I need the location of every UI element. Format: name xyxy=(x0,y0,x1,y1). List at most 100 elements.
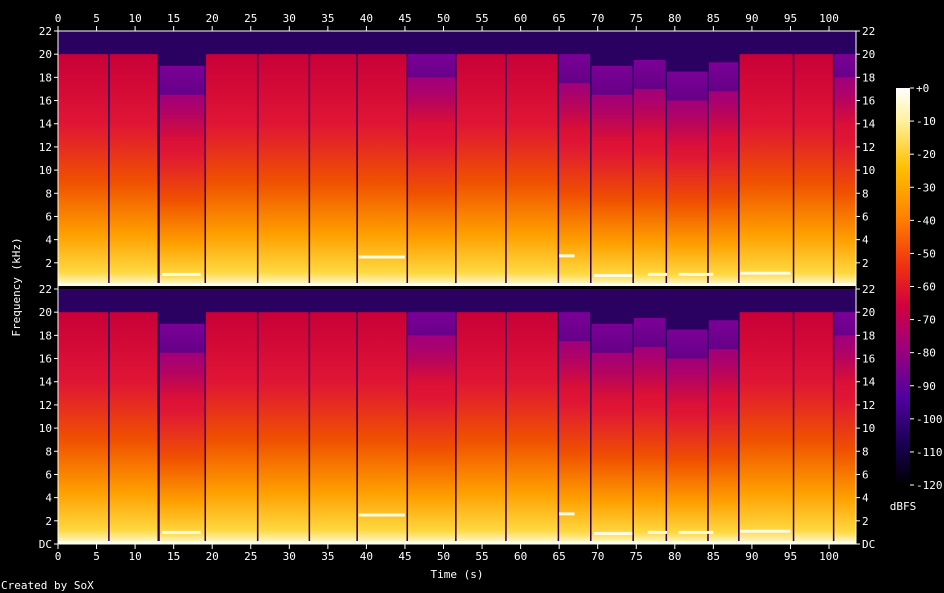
rolloff-region xyxy=(559,54,590,130)
colorbar-tick-label: -20 xyxy=(916,148,936,161)
y-tick-label: 8 xyxy=(45,445,52,458)
x-tick-label: 50 xyxy=(437,12,450,25)
y-tick-label: 22 xyxy=(862,283,875,296)
colorbar-tick-label: -50 xyxy=(916,247,936,260)
y-axis-label: Frequency (kHz) xyxy=(10,237,23,336)
rolloff-region xyxy=(667,329,708,405)
x-tick-label: 60 xyxy=(514,12,527,25)
tonal-band xyxy=(559,512,575,516)
tonal-band xyxy=(593,274,633,278)
y-tick-label: 12 xyxy=(862,399,875,412)
x-tick-label: 15 xyxy=(167,550,180,563)
x-tick-label: 80 xyxy=(668,12,681,25)
spectrum-segment xyxy=(794,312,833,544)
x-tick-label: 0 xyxy=(55,550,62,563)
y-tick-label: 18 xyxy=(39,329,52,342)
y-tick-label: 10 xyxy=(862,422,875,435)
y-tick-label: 2 xyxy=(862,515,869,528)
y-tick-label: 10 xyxy=(39,422,52,435)
rolloff-region xyxy=(708,320,739,396)
y-tick-label: 2 xyxy=(45,257,52,270)
x-tick-label: 60 xyxy=(514,550,527,563)
dc-band xyxy=(58,541,856,544)
x-tick-label: 0 xyxy=(55,12,62,25)
y-tick-label: DC xyxy=(39,538,52,551)
tonal-band xyxy=(647,272,668,276)
spectrum-segment xyxy=(109,54,158,286)
colorbar-tick-label: -10 xyxy=(916,115,936,128)
x-tick-label: 85 xyxy=(707,550,720,563)
tonal-band xyxy=(559,254,575,258)
x-tick-label: 95 xyxy=(784,12,797,25)
tonal-band xyxy=(647,530,668,534)
spectrum-segment xyxy=(456,312,506,544)
tonal-band xyxy=(593,532,633,536)
colorbar-tick-label: -90 xyxy=(916,380,936,393)
y-tick-label: 2 xyxy=(862,257,869,270)
x-tick-label: 65 xyxy=(553,550,566,563)
x-tick-label: 40 xyxy=(360,12,373,25)
x-tick-label: 75 xyxy=(630,12,643,25)
colorbar-tick-label: -70 xyxy=(916,314,936,327)
y-tick-label: 14 xyxy=(39,118,53,131)
spectrum-segment xyxy=(109,312,158,544)
y-tick-label: 6 xyxy=(45,210,52,223)
y-tick-label: 6 xyxy=(862,468,869,481)
spectrum-segment xyxy=(739,312,793,544)
y-tick-label: 10 xyxy=(39,164,52,177)
y-tick-label: 12 xyxy=(862,141,875,154)
colorbar-tick-label: -110 xyxy=(916,446,943,459)
spectrum-segment xyxy=(357,54,407,286)
x-tick-label: 100 xyxy=(819,12,839,25)
rolloff-region xyxy=(667,71,708,147)
x-tick-label: 10 xyxy=(128,550,141,563)
spectrum-segment xyxy=(794,54,833,286)
spectrum-segment xyxy=(506,312,558,544)
spectrum-segment xyxy=(206,312,257,544)
y-tick-label: 6 xyxy=(862,210,869,223)
y-tick-label: 20 xyxy=(39,48,52,61)
x-tick-label: 55 xyxy=(475,12,488,25)
y-tick-label: 4 xyxy=(862,234,869,247)
tonal-band xyxy=(678,530,714,534)
x-tick-label: 35 xyxy=(321,12,334,25)
rolloff-region xyxy=(559,312,590,388)
x-tick-label: 25 xyxy=(244,550,257,563)
y-tick-label: 16 xyxy=(862,353,875,366)
spectrum-segment xyxy=(456,54,506,286)
y-tick-label: 2 xyxy=(45,515,52,528)
spectrum-segment xyxy=(310,54,357,286)
y-tick-label: 4 xyxy=(45,492,52,505)
y-tick-label: 20 xyxy=(39,306,52,319)
y-tick-label: 14 xyxy=(862,118,876,131)
dc-band xyxy=(58,283,856,286)
tonal-band xyxy=(358,513,405,517)
y-tick-label: 18 xyxy=(862,71,875,84)
y-tick-label: 18 xyxy=(862,329,875,342)
y-tick-label: 4 xyxy=(862,492,869,505)
spectrum-segment xyxy=(58,312,109,544)
y-tick-label: 20 xyxy=(862,48,875,61)
x-tick-label: 10 xyxy=(128,12,141,25)
x-tick-label: 30 xyxy=(283,12,296,25)
colorbar-tick-label: +0 xyxy=(916,82,929,95)
y-tick-label: 18 xyxy=(39,71,52,84)
rolloff-region xyxy=(834,54,856,124)
tonal-band xyxy=(740,271,791,275)
y-tick-label: 16 xyxy=(862,95,875,108)
colorbar-label: dBFS xyxy=(890,500,917,513)
rolloff-region xyxy=(834,312,856,382)
spectrogram-channel-1 xyxy=(58,31,856,286)
x-tick-label: 25 xyxy=(244,12,257,25)
x-tick-label: 95 xyxy=(784,550,797,563)
colorbar-tick-label: -60 xyxy=(916,281,936,294)
tonal-band xyxy=(358,255,405,259)
colorbar-ticks: +0 -10 -20 -30 -40 -50 -60 -70 -80 -90 -100 -110 -12… xyxy=(910,82,943,492)
tonal-band xyxy=(740,529,791,533)
x-tick-label: 70 xyxy=(591,550,604,563)
spectrum-segment xyxy=(258,54,309,286)
x-tick-label: 55 xyxy=(475,550,488,563)
y-tick-label: 8 xyxy=(862,445,869,458)
x-tick-label: 65 xyxy=(553,12,566,25)
